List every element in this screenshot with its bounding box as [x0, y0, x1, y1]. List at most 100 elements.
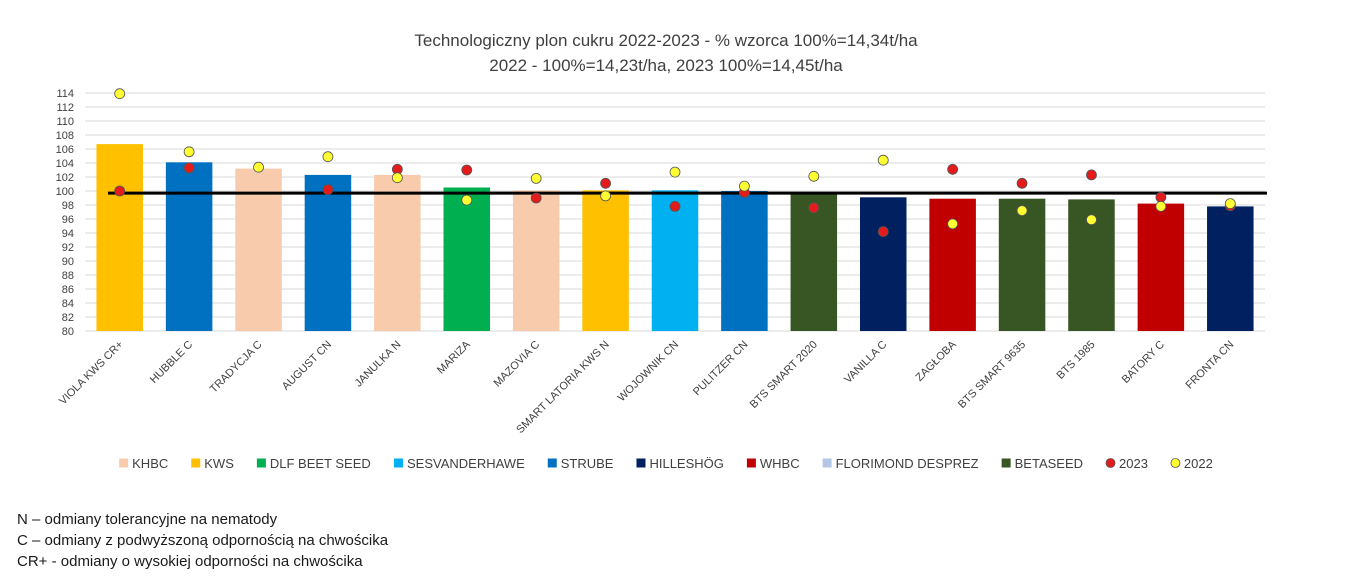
point-2022 [739, 180, 750, 192]
chart-subtitle: 2022 - 100%=14,23t/ha, 2023 100%=14,45t/… [489, 56, 843, 75]
x-tick-label: AUGUST CN [280, 339, 334, 393]
y-tick-label: 100 [56, 186, 74, 198]
point-2023 [1086, 169, 1097, 181]
legend-swatch [636, 458, 646, 468]
point-2022 [530, 172, 542, 184]
y-tick-label: 110 [56, 116, 74, 128]
bar [998, 198, 1046, 331]
footnotes: N – odmiany tolerancyjne na nematody C –… [17, 509, 388, 572]
bar [859, 197, 907, 331]
legend-swatch [547, 458, 557, 468]
x-tick-label: BTS SMART 9635 [956, 339, 1028, 411]
point-2023 [600, 177, 611, 189]
legend-label: KHBC [132, 456, 168, 471]
legend-swatch [1170, 458, 1181, 468]
bar [1137, 203, 1185, 331]
point-2022 [808, 170, 820, 182]
legend-swatch [1001, 458, 1011, 468]
legend-label: SESVANDERHAWE [407, 456, 525, 471]
x-tick-label: FRONTA CN [1184, 339, 1237, 392]
bar [235, 168, 282, 331]
point-2023 [530, 192, 542, 204]
bar [374, 174, 421, 331]
point-2022 [600, 190, 611, 202]
point-2022 [461, 194, 473, 206]
y-tick-label: 112 [56, 102, 74, 114]
point-2023 [183, 162, 195, 174]
x-tick-label: PULITZER CN [691, 339, 751, 399]
legend-label: WHBC [760, 456, 800, 471]
legend-label: 2023 [1119, 456, 1148, 471]
point-2022 [1224, 198, 1236, 210]
x-tick-label: BTS 1985 [1055, 339, 1098, 382]
point-2023 [114, 185, 126, 197]
point-2022 [114, 88, 126, 100]
x-tick-label: JANULKA N [353, 339, 404, 390]
y-tick-label: 106 [56, 144, 74, 156]
chart: Technologiczny plon cukru 2022-2023 - % … [56, 31, 1267, 471]
point-2023 [1155, 191, 1167, 203]
legend-label: FLORIMOND DESPREZ [836, 456, 979, 471]
x-axis-labels: VIOLA KWS CR+ HUBBLE C TRADYCJA C AUGUST CN… [57, 338, 1236, 436]
legend-label: BETASEED [1015, 456, 1083, 471]
y-tick-label: 80 [62, 326, 74, 338]
x-tick-label: VIOLA KWS CR+ [57, 339, 126, 408]
legend-swatch [822, 458, 832, 468]
legend-swatch [1105, 458, 1116, 468]
bar [721, 191, 768, 331]
bar [512, 190, 560, 331]
y-tick-label: 82 [62, 312, 74, 324]
y-tick-label: 114 [56, 88, 74, 100]
x-tick-label: WOJOWNIK CN [616, 339, 682, 405]
point-2022 [322, 151, 334, 163]
y-tick-label: 96 [62, 214, 74, 226]
x-tick-label: MARIZA [435, 338, 473, 376]
point-2023 [947, 163, 959, 175]
y-tick-label: 104 [56, 158, 74, 170]
footnote-cr: CR+ - odmiany o wysokiej odporności na c… [17, 553, 363, 570]
y-tick-label: 84 [62, 298, 74, 310]
x-tick-label: VANILLA C [842, 339, 889, 386]
point-2023 [1016, 177, 1028, 189]
y-tick-label: 108 [56, 130, 74, 142]
y-tick-label: 94 [62, 228, 74, 240]
bar [165, 162, 213, 331]
legend-swatch [746, 458, 756, 468]
legend-swatch [191, 458, 201, 468]
y-tick-label: 98 [62, 200, 74, 212]
legend-swatch [119, 458, 129, 468]
x-tick-label: BTS SMART 2020 [748, 339, 820, 411]
bar [96, 144, 143, 331]
bar [1207, 206, 1254, 331]
legend-label: KWS [204, 456, 234, 471]
point-2023 [808, 202, 820, 214]
point-2023 [322, 184, 334, 196]
x-tick-label: BATORY C [1120, 339, 1167, 386]
legend-label: STRUBE [561, 456, 614, 471]
point-2023 [461, 164, 473, 176]
point-2022 [877, 154, 889, 166]
bar [443, 187, 491, 331]
y-axis-ticks: 80 82 84 86 88 90 92 94 96 98 100 102 104 106 108 110 11… [56, 88, 74, 338]
chart-title: Technologiczny plon cukru 2022-2023 - % … [414, 31, 918, 50]
bar [582, 190, 629, 331]
point-2022 [391, 172, 403, 184]
footnote-n: N – odmiany tolerancyjne na nematody [17, 511, 278, 528]
y-tick-label: 102 [56, 172, 74, 184]
y-tick-label: 86 [62, 284, 74, 296]
legend: KHBC KWS DLF BEET SEED SESVANDERHAWE STRUBE H… [119, 456, 1213, 471]
x-tick-label: ZAGŁOBA [914, 338, 960, 384]
y-tick-label: 90 [62, 256, 74, 268]
footnote-c: C – odmiany z podwyższoną odpornością na… [17, 532, 389, 549]
point-2023 [877, 226, 889, 238]
x-tick-label: MAZOVIA C [491, 339, 542, 390]
y-tick-label: 88 [62, 270, 74, 282]
legend-label: HILLESHÖG [649, 456, 723, 471]
legend-label: 2022 [1184, 456, 1213, 471]
point-2023 [669, 200, 681, 212]
scatter-points [114, 88, 1236, 238]
bar [651, 190, 699, 331]
legend-swatch [394, 458, 404, 468]
bars [96, 144, 1254, 331]
x-tick-label: TRADYCJA C [208, 339, 265, 396]
